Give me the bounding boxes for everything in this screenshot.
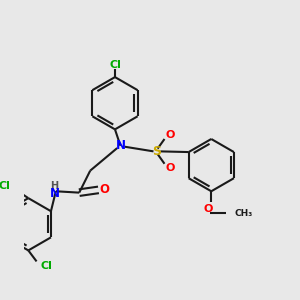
Text: H: H — [50, 181, 58, 191]
Text: O: O — [204, 204, 213, 214]
Text: CH₃: CH₃ — [235, 209, 253, 218]
Text: O: O — [165, 163, 175, 173]
Text: N: N — [50, 187, 60, 200]
Text: Cl: Cl — [41, 261, 52, 271]
Text: Cl: Cl — [109, 60, 121, 70]
Text: N: N — [116, 140, 125, 152]
Text: O: O — [165, 130, 175, 140]
Text: O: O — [100, 183, 110, 196]
Text: S: S — [152, 145, 161, 158]
Text: Cl: Cl — [0, 181, 11, 191]
